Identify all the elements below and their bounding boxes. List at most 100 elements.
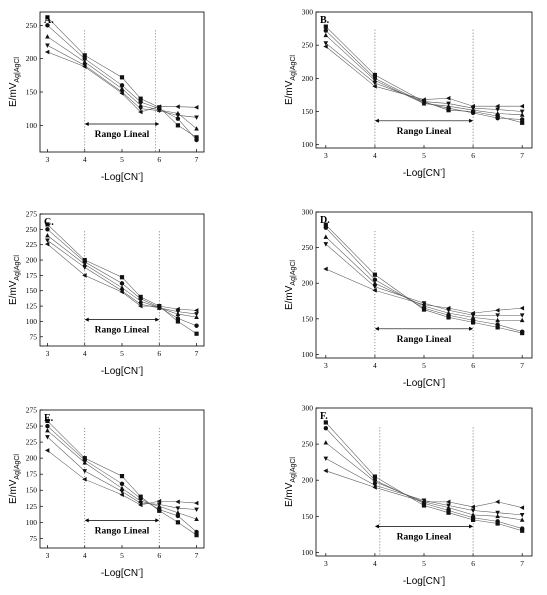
data-point: [519, 512, 525, 518]
x-tick-label: 6: [157, 349, 161, 358]
data-point: [495, 115, 500, 121]
y-tick-label: 275: [26, 406, 38, 415]
data-point: [470, 103, 475, 109]
x-tick-label: 7: [195, 349, 199, 358]
data-point: [119, 285, 125, 290]
series-line: [47, 436, 197, 510]
data-point: [372, 483, 378, 488]
data-point: [82, 457, 87, 463]
x-axis-title-close: ]: [140, 366, 143, 377]
x-tick-label: 6: [157, 551, 161, 560]
y-axis-title-subscript: Ag|AgCl: [14, 57, 21, 83]
y-tick-label: 200: [302, 74, 314, 83]
data-point: [156, 498, 162, 504]
x-tick-label: 4: [373, 559, 377, 568]
data-point: [45, 43, 50, 48]
x-tick-label: 4: [373, 361, 377, 370]
x-axis-title: -Log[CN-]: [403, 575, 446, 587]
data-point: [323, 24, 328, 29]
data-point: [45, 418, 50, 424]
data-point: [156, 108, 162, 114]
data-point: [44, 241, 50, 247]
data-point: [119, 86, 125, 91]
x-axis-title: -Log[CN-]: [403, 167, 446, 179]
data-point: [44, 49, 50, 55]
y-axis-title-main: E/mV: [8, 280, 19, 305]
x-tick-label: 3: [46, 551, 50, 560]
panel-letter: A.: [44, 15, 54, 26]
y-tick-label: 250: [26, 225, 38, 234]
y-tick-label: 100: [26, 518, 38, 527]
data-point: [119, 481, 125, 487]
data-point: [138, 102, 143, 108]
data-point: [323, 44, 328, 49]
range-arrow-right-head: [155, 518, 160, 523]
data-point: [372, 479, 378, 484]
data-point: [82, 56, 87, 61]
range-arrow-left-head: [84, 518, 89, 523]
y-axis-title-main: E/mV: [8, 82, 19, 107]
y-tick-label: 100: [302, 140, 314, 149]
series-line: [47, 425, 197, 533]
y-axis-title: E/mVAg|AgCl: [8, 255, 21, 305]
data-point: [119, 281, 125, 286]
series-line: [47, 36, 197, 129]
series-line: [325, 422, 523, 531]
data-point: [372, 288, 377, 293]
data-point: [194, 529, 199, 535]
data-point: [138, 99, 143, 105]
y-tick-label: 150: [26, 286, 38, 295]
data-point: [82, 469, 88, 474]
data-point: [372, 474, 378, 479]
series-line: [47, 25, 197, 141]
series-line: [47, 51, 197, 113]
data-point: [156, 502, 162, 507]
series-line: [325, 428, 523, 529]
data-point: [45, 222, 50, 227]
y-tick-label: 150: [302, 107, 314, 116]
x-axis-title-close: ]: [442, 168, 445, 179]
data-point: [119, 289, 124, 295]
y-tick-label: 275: [26, 210, 38, 219]
y-axis-title-subscript: Ag|AgCl: [290, 55, 297, 81]
data-point: [323, 32, 329, 38]
range-arrow-left-head: [84, 122, 89, 126]
data-point: [45, 15, 50, 20]
data-point: [446, 503, 451, 508]
data-point: [470, 512, 476, 517]
data-point: [157, 507, 162, 512]
y-axis-title-main: E/mV: [284, 482, 295, 507]
data-point: [421, 499, 426, 505]
data-point: [372, 485, 377, 490]
x-tick-label: 5: [422, 559, 426, 568]
chart-panel: 3 4 5 6 7 75 100 125 150 175 200 225 250 275 Rango Lin…: [8, 210, 205, 377]
y-tick-label: 150: [26, 486, 38, 495]
data-point: [175, 499, 180, 505]
x-tick-label: 5: [422, 361, 426, 370]
data-point: [119, 474, 125, 479]
data-point: [446, 305, 451, 311]
data-point: [82, 273, 87, 278]
x-tick-label: 5: [422, 151, 426, 160]
y-axis-title: E/mVAg|AgCl: [8, 57, 21, 107]
y-tick-label: 250: [302, 440, 314, 449]
data-point: [495, 322, 500, 327]
data-point: [45, 238, 50, 243]
data-point: [175, 123, 181, 128]
y-tick-label: 150: [26, 88, 38, 97]
data-point: [138, 501, 143, 506]
data-point: [372, 72, 378, 78]
series-line: [325, 442, 523, 521]
data-point: [45, 428, 50, 433]
y-axis-title: E/mVAg|AgCl: [284, 55, 297, 105]
data-point: [323, 420, 328, 425]
y-tick-label: 75: [30, 534, 38, 543]
data-point: [519, 329, 525, 334]
data-point: [323, 242, 329, 247]
chart-panel: 3 4 5 6 7 100 150 200 250 Rango Lineal A. -Log[CN-]…: [8, 11, 205, 183]
chart-panel: 3 4 5 6 7 100 150 200 250 300 Rango Lineal B. -Log[C…: [284, 8, 533, 179]
y-axis-title: E/mVAg|AgCl: [284, 457, 297, 507]
data-point: [372, 81, 378, 86]
range-label: Rango Lineal: [95, 130, 150, 140]
data-point: [519, 317, 525, 323]
